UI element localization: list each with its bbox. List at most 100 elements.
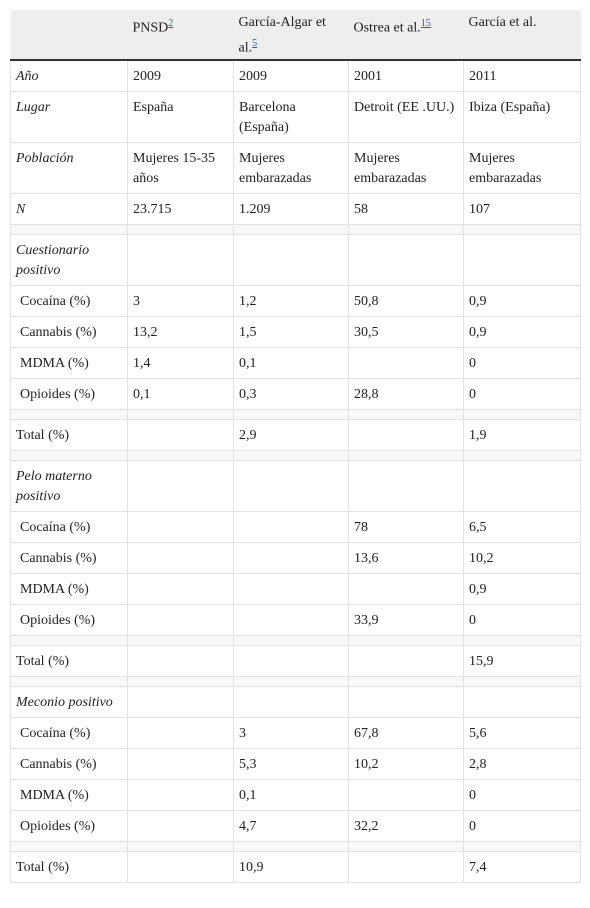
cell xyxy=(127,510,234,543)
row-label: N xyxy=(10,192,128,225)
spacer-row xyxy=(10,408,581,420)
cell: 0,9 xyxy=(463,284,581,317)
cell xyxy=(348,459,464,512)
cell: 6,5 xyxy=(463,510,581,543)
cell: 7,4 xyxy=(463,850,581,883)
spacer-cell xyxy=(127,223,234,235)
cell: 4,7 xyxy=(233,809,349,842)
table-row: Total (%) 10,9 7,4 xyxy=(10,850,581,883)
row-label: Total (%) xyxy=(10,644,128,677)
spacer-cell xyxy=(463,408,581,420)
cell: Mujeres embarazadas xyxy=(348,141,464,194)
row-label: Opioides (%) xyxy=(10,603,128,636)
cell: 5,3 xyxy=(233,747,349,780)
cell: 33,9 xyxy=(348,603,464,636)
cell xyxy=(348,572,464,605)
cell xyxy=(233,541,349,574)
spacer-cell xyxy=(233,408,349,420)
cell xyxy=(348,644,464,677)
spacer-cell xyxy=(10,223,128,235)
table-row: MDMA (%) 0,1 0 xyxy=(10,778,581,811)
cell xyxy=(348,685,464,718)
cell: 0,1 xyxy=(127,377,234,410)
spacer-cell xyxy=(463,449,581,461)
cell: 10,9 xyxy=(233,850,349,883)
cell xyxy=(127,572,234,605)
cell: 0,1 xyxy=(233,346,349,379)
cell xyxy=(233,644,349,677)
table-row: Opioides (%) 0,1 0,3 28,8 0 xyxy=(10,377,581,410)
cell: Mujeres embarazadas xyxy=(233,141,349,194)
cell xyxy=(127,809,234,842)
cell xyxy=(127,233,234,286)
header-text: García-Algar et al. xyxy=(238,15,326,56)
row-label: Cannabis (%) xyxy=(10,541,128,574)
spacer-cell xyxy=(127,408,234,420)
cell: 107 xyxy=(463,192,581,225)
reference-link[interactable]: 5 xyxy=(252,38,258,49)
cell xyxy=(233,572,349,605)
row-label: Población xyxy=(10,141,128,194)
cell: 3 xyxy=(233,716,349,749)
table-row: Cannabis (%) 5,3 10,2 2,8 xyxy=(10,747,581,780)
cell: Barcelona (España) xyxy=(233,90,349,143)
cell: 0 xyxy=(463,603,581,636)
cell xyxy=(233,685,349,718)
row-label: Total (%) xyxy=(10,850,128,883)
spacer-cell xyxy=(10,634,128,646)
cell xyxy=(127,418,234,451)
spacer-cell xyxy=(348,223,464,235)
spacer-cell xyxy=(233,634,349,646)
header-text: PNSD xyxy=(132,20,169,36)
cell xyxy=(233,603,349,636)
spacer-cell xyxy=(348,634,464,646)
cell: 23.715 xyxy=(127,192,234,225)
cell xyxy=(127,603,234,636)
reference-link[interactable]: 15 xyxy=(420,18,431,29)
table-row: Cannabis (%) 13,2 1,5 30,5 0,9 xyxy=(10,315,581,348)
row-label: Cocaína (%) xyxy=(10,510,128,543)
row-label: Año xyxy=(10,59,128,92)
row-label: Total (%) xyxy=(10,418,128,451)
table-row: Cocaína (%) 3 1,2 50,8 0,9 xyxy=(10,284,581,317)
header-text: Ostrea et al. xyxy=(353,20,421,36)
row-label: Cannabis (%) xyxy=(10,747,128,780)
row-label: Cocaína (%) xyxy=(10,716,128,749)
cell: 3 xyxy=(127,284,234,317)
spacer-cell xyxy=(463,840,581,852)
cell: 5,6 xyxy=(463,716,581,749)
table-row: N 23.715 1.209 58 107 xyxy=(10,192,581,225)
header-cell: García-Algar et al.5 xyxy=(233,10,349,61)
spacer-cell xyxy=(233,675,349,687)
cell: 28,8 xyxy=(348,377,464,410)
cell xyxy=(127,644,234,677)
cell xyxy=(127,459,234,512)
table-row: Cocaína (%) 78 6,5 xyxy=(10,510,581,543)
cell xyxy=(463,685,581,718)
header-cell: PNSD2 xyxy=(127,10,234,61)
table-row: Total (%) 15,9 xyxy=(10,644,581,677)
cell: 1.209 xyxy=(233,192,349,225)
reference: 2 xyxy=(168,16,173,29)
cell xyxy=(348,233,464,286)
cell: 2001 xyxy=(348,59,464,92)
cell: 10,2 xyxy=(463,541,581,574)
cell xyxy=(463,459,581,512)
reference-link[interactable]: 2 xyxy=(168,18,174,29)
row-label: Pelo materno positivo xyxy=(10,459,128,512)
spacer-cell xyxy=(10,675,128,687)
reference: 5 xyxy=(252,36,257,49)
cell: 78 xyxy=(348,510,464,543)
table-row: Meconio positivo xyxy=(10,685,581,718)
cell: Mujeres embarazadas xyxy=(463,141,581,194)
spacer-cell xyxy=(463,634,581,646)
spacer-cell xyxy=(10,840,128,852)
header-cell: García et al. xyxy=(463,10,581,61)
cell: 0,1 xyxy=(233,778,349,811)
cell: España xyxy=(127,90,234,143)
table-row: Lugar España Barcelona (España) Detroit (EE… xyxy=(10,90,581,143)
row-label: MDMA (%) xyxy=(10,778,128,811)
spacer-cell xyxy=(127,675,234,687)
cell: 2009 xyxy=(127,59,234,92)
cell: 67,8 xyxy=(348,716,464,749)
